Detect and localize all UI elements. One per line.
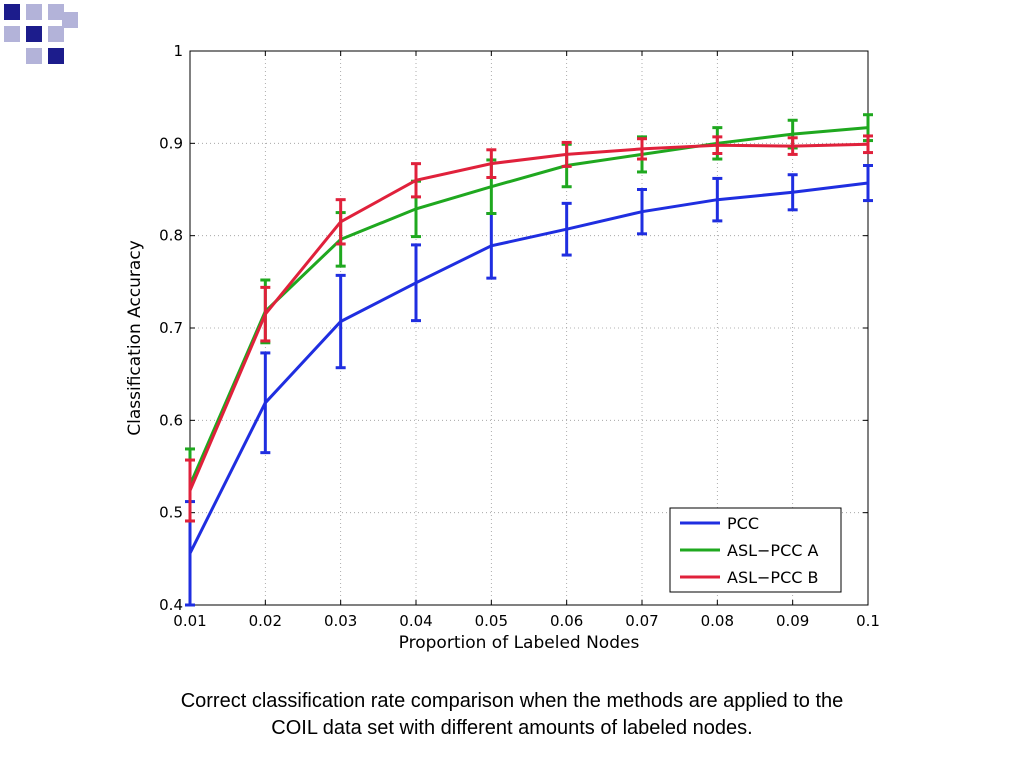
x-tick-label: 0.06 xyxy=(550,612,583,630)
logo-square xyxy=(26,4,42,20)
series-line xyxy=(188,181,869,554)
legend-item: PCC xyxy=(680,514,759,533)
error-bar xyxy=(863,134,873,155)
x-tick-label: 0.05 xyxy=(475,612,508,630)
error-bar xyxy=(787,136,798,156)
slide-caption: Correct classification rate comparison w… xyxy=(112,688,912,742)
logo-square xyxy=(48,48,64,64)
error-bar xyxy=(863,163,873,203)
x-tick-label: 0.01 xyxy=(173,612,206,630)
y-tick-label: 1 xyxy=(173,42,183,60)
error-bar xyxy=(712,135,723,155)
error-bar xyxy=(185,458,195,523)
legend-item: ASL−PCC A xyxy=(680,541,819,560)
logo-square xyxy=(48,4,64,20)
x-tick-label: 0.09 xyxy=(776,612,809,630)
x-tick-label: 0.08 xyxy=(701,612,734,630)
series-group xyxy=(185,113,873,607)
axis-ticks: 0.01 0.02 0.03 0.04 0.05 0.06 0.07 0.08 0.09 0.1 0… xyxy=(159,42,880,630)
y-tick-label: 0.9 xyxy=(159,134,183,152)
x-tick-label: 0.03 xyxy=(324,612,357,630)
error-bar xyxy=(637,188,647,236)
legend-label: ASL−PCC A xyxy=(727,541,819,560)
x-tick-label: 0.04 xyxy=(399,612,432,630)
logo-square xyxy=(4,4,20,20)
caption-line-2: COIL data set with different amounts of … xyxy=(271,717,753,739)
y-axis-label: Classification Accuracy xyxy=(125,240,145,436)
error-bar xyxy=(335,273,346,370)
error-bar xyxy=(561,201,572,257)
series-line xyxy=(188,142,869,492)
error-bar xyxy=(335,198,346,246)
error-bar xyxy=(637,137,647,161)
error-bar xyxy=(260,351,271,455)
error-bar xyxy=(712,176,723,223)
legend: PCC ASL−PCC A ASL−PCC B xyxy=(669,507,842,593)
error-bar xyxy=(411,162,421,199)
caption-line-1: Correct classification rate comparison w… xyxy=(180,690,844,712)
error-bar xyxy=(411,243,421,323)
series-2 xyxy=(185,134,873,523)
logo-squares xyxy=(4,4,78,64)
y-tick-label: 0.7 xyxy=(159,319,183,337)
logo-square xyxy=(62,12,78,28)
y-tick-label: 0.5 xyxy=(159,504,183,522)
x-tick-label: 0.02 xyxy=(249,612,282,630)
logo-square xyxy=(26,48,42,64)
logo-square xyxy=(26,26,42,42)
error-bar xyxy=(787,173,798,212)
x-tick-label: 0.07 xyxy=(625,612,658,630)
x-tick-label: 0.1 xyxy=(856,612,880,630)
y-tick-label: 0.6 xyxy=(159,411,183,429)
legend-label: PCC xyxy=(727,514,759,533)
logo-square xyxy=(48,26,64,42)
error-bar xyxy=(260,285,271,343)
error-bar xyxy=(561,140,572,168)
x-axis-label: Proportion of Labeled Nodes xyxy=(399,633,640,653)
legend-label: ASL−PCC B xyxy=(727,568,818,587)
series-0 xyxy=(185,163,873,607)
line-chart: 0.01 0.02 0.03 0.04 0.05 0.06 0.07 0.08 0.09 0.1 0… xyxy=(125,42,880,653)
y-tick-label: 0.8 xyxy=(159,227,183,245)
series-1 xyxy=(185,113,873,523)
legend-item: ASL−PCC B xyxy=(680,568,818,587)
logo-square xyxy=(4,26,20,42)
error-bar xyxy=(486,148,497,179)
y-tick-label: 0.4 xyxy=(159,596,183,614)
series-line xyxy=(188,126,869,486)
